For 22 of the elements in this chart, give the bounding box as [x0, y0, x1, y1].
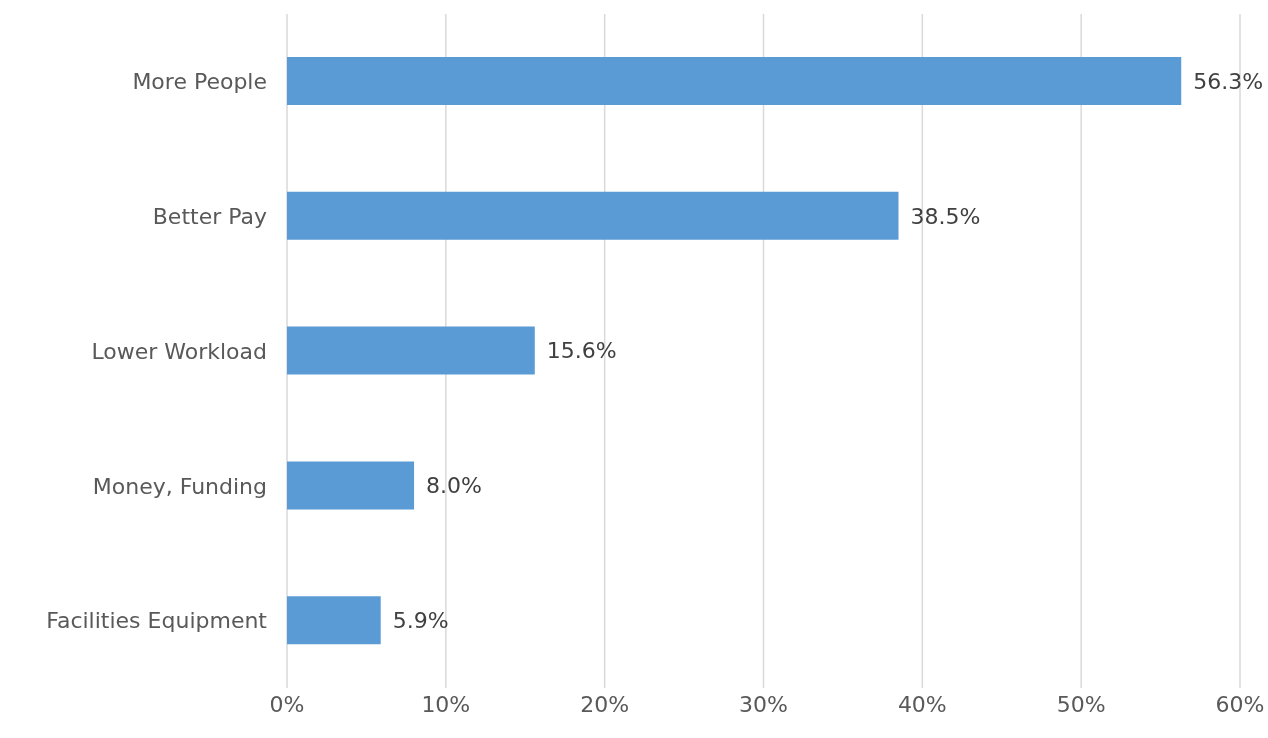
- x-tick-label: 20%: [580, 691, 630, 717]
- y-tick-label: More People: [132, 69, 267, 95]
- y-tick-label: Better Pay: [152, 204, 267, 230]
- bar: [287, 461, 415, 510]
- x-tick-label: 60%: [1215, 691, 1265, 717]
- bar: [287, 326, 535, 375]
- bar: [287, 191, 899, 240]
- bar: [287, 57, 1182, 105]
- data-label: 8.0%: [426, 473, 482, 499]
- data-label: 5.9%: [392, 607, 449, 633]
- bar: [287, 596, 381, 645]
- data-label: 15.6%: [546, 338, 617, 364]
- x-tick-label: 10%: [421, 691, 471, 717]
- data-label: 38.5%: [910, 203, 981, 229]
- x-tick-label: 50%: [1056, 691, 1106, 717]
- y-tick-label: Money, Funding: [92, 473, 267, 499]
- data-label: 56.3%: [1193, 68, 1264, 94]
- y-tick-label: Lower Workload: [91, 338, 267, 364]
- x-tick-label: 30%: [739, 691, 788, 717]
- x-tick-label: 40%: [897, 691, 947, 717]
- y-tick-label: Facilities Equipment: [46, 608, 268, 634]
- x-tick-label: 0%: [269, 691, 305, 717]
